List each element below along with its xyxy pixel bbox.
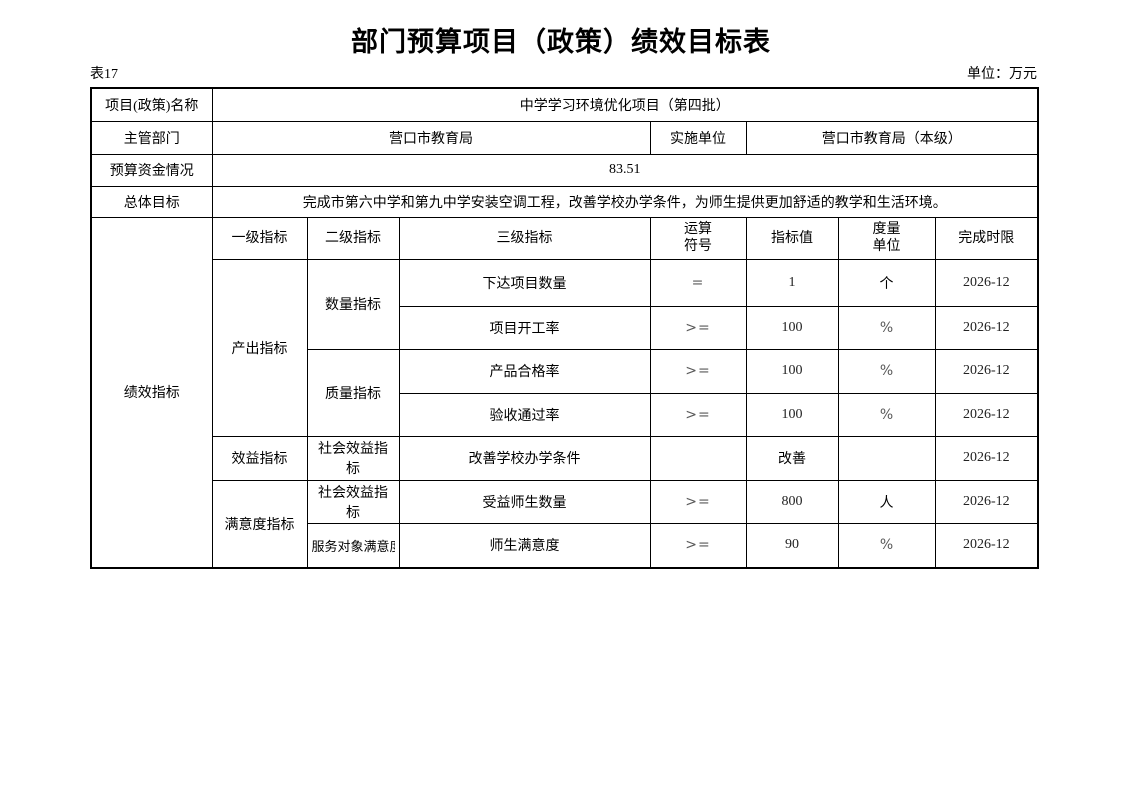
level1-cell: 满意度指标 [211,479,308,569]
level1-cell: 产出指标 [211,258,308,437]
indicator-row: 项目开工率 >= 100 % 2026-12 [91,305,1039,350]
target-value-cell: 100 [745,392,839,437]
goal-label: 总体目标 [90,185,213,218]
impl-unit-label: 实施单位 [649,120,747,155]
indicator-row: 产出指标 数量指标 下达项目数量 = 1 个 2026-12 [91,258,1039,437]
target-value-cell: 100 [745,305,839,350]
deadline-cell: 2026-12 [934,479,1039,524]
indicator-row: 满意度指标 社会效益指标 受益师生数量 >= 800 人 2026-12 [91,479,1039,569]
header-operator: 运算 符号 [649,216,747,260]
budget-label: 预算资金情况 [90,153,213,187]
document-page: 部门预算项目（政策）绩效目标表 表17 单位：万元 项目(政策)名称 中学学习环… [0,26,1122,793]
goal-value: 完成市第六中学和第九中学安装空调工程，改善学校办学条件，为师生提供更加舒适的教学… [211,185,1039,218]
level2-cell: 数量指标 [306,258,400,350]
operator-cell: >= [649,392,747,437]
header-deadline: 完成时限 [934,216,1039,260]
level2-cell: 服务对象满意度指标 [306,522,400,569]
deadline-cell: 2026-12 [934,348,1039,394]
operator-cell [649,435,747,481]
project-name-value: 中学学习环境优化项目（第四批） [211,87,1039,122]
level3-cell: 项目开工率 [398,305,651,350]
indicator-row: 质量指标 产品合格率 >= 100 % 2026-12 [91,348,1039,437]
impl-unit-value: 营口市教育局（本级） [745,120,1039,155]
budget-value: 83.51 [211,153,1039,187]
deadline-cell: 2026-12 [934,305,1039,350]
deadline-cell: 2026-12 [934,435,1039,481]
operator-cell: >= [649,479,747,524]
header-level2: 二级指标 [306,216,400,260]
indicator-row: 效益指标 社会效益指标 改善学校办学条件 改善 2026-12 [91,435,1039,481]
operator-cell: = [649,258,747,307]
header-level3: 三级指标 [398,216,651,260]
target-value-cell: 1 [745,258,839,307]
unit-cell: 人 [837,479,936,524]
level3-cell: 受益师生数量 [398,479,651,524]
operator-cell: >= [649,348,747,394]
table-meta-row: 表17 单位：万元 [90,66,1037,84]
level3-cell: 验收通过率 [398,392,651,437]
department-row: 主管部门 营口市教育局 实施单位 营口市教育局（本级） [90,120,1039,155]
project-name-label: 项目(政策)名称 [90,87,213,122]
level3-cell: 师生满意度 [398,522,651,569]
target-value-cell: 改善 [745,435,839,481]
level2-cell: 质量指标 [306,348,400,437]
indicator-header-row: 绩效指标 一级指标 二级指标 三级指标 运算 符号 指标值 度量 单位 完成时限 [90,216,1039,569]
level2-clipped-text: 服务对象满意度指标 [311,538,395,554]
dept-value: 营口市教育局 [211,120,651,155]
level1-cell: 效益指标 [211,435,308,481]
budget-row: 预算资金情况 83.51 [90,153,1039,187]
indicator-row: 服务对象满意度指标 师生满意度 >= 90 % 2026-12 [91,522,1039,569]
overall-goal-row: 总体目标 完成市第六中学和第九中学安装空调工程，改善学校办学条件，为师生提供更加… [90,185,1039,218]
deadline-cell: 2026-12 [934,258,1039,307]
level3-cell: 改善学校办学条件 [398,435,651,481]
level2-cell: 社会效益指标 [306,479,400,524]
target-value-cell: 90 [745,522,839,569]
unit-cell: % [837,392,936,437]
unit-cell: % [837,522,936,569]
performance-target-table: 项目(政策)名称 中学学习环境优化项目（第四批） 主管部门 营口市教育局 实施单… [90,87,1040,569]
target-value-cell: 800 [745,479,839,524]
deadline-cell: 2026-12 [934,392,1039,437]
level3-cell: 产品合格率 [398,348,651,394]
operator-cell: >= [649,305,747,350]
level3-cell: 下达项目数量 [398,258,651,307]
header-measure-unit: 度量 单位 [837,216,936,260]
table-number: 表17 [90,67,118,82]
unit-cell: % [837,348,936,394]
header-level1: 一级指标 [211,216,308,260]
level2-cell: 社会效益指标 [306,435,400,481]
indicator-row: 验收通过率 >= 100 % 2026-12 [91,392,1039,437]
header-target-value: 指标值 [745,216,839,260]
operator-cell: >= [649,522,747,569]
unit-note: 单位：万元 [967,67,1037,82]
unit-cell: % [837,305,936,350]
page-title: 部门预算项目（政策）绩效目标表 [351,27,771,57]
project-name-row: 项目(政策)名称 中学学习环境优化项目（第四批） [90,87,1039,122]
performance-section-label: 绩效指标 [90,216,213,569]
unit-cell: 个 [837,258,936,307]
target-value-cell: 100 [745,348,839,394]
unit-cell [837,435,936,481]
deadline-cell: 2026-12 [934,522,1039,569]
dept-label: 主管部门 [90,120,213,155]
